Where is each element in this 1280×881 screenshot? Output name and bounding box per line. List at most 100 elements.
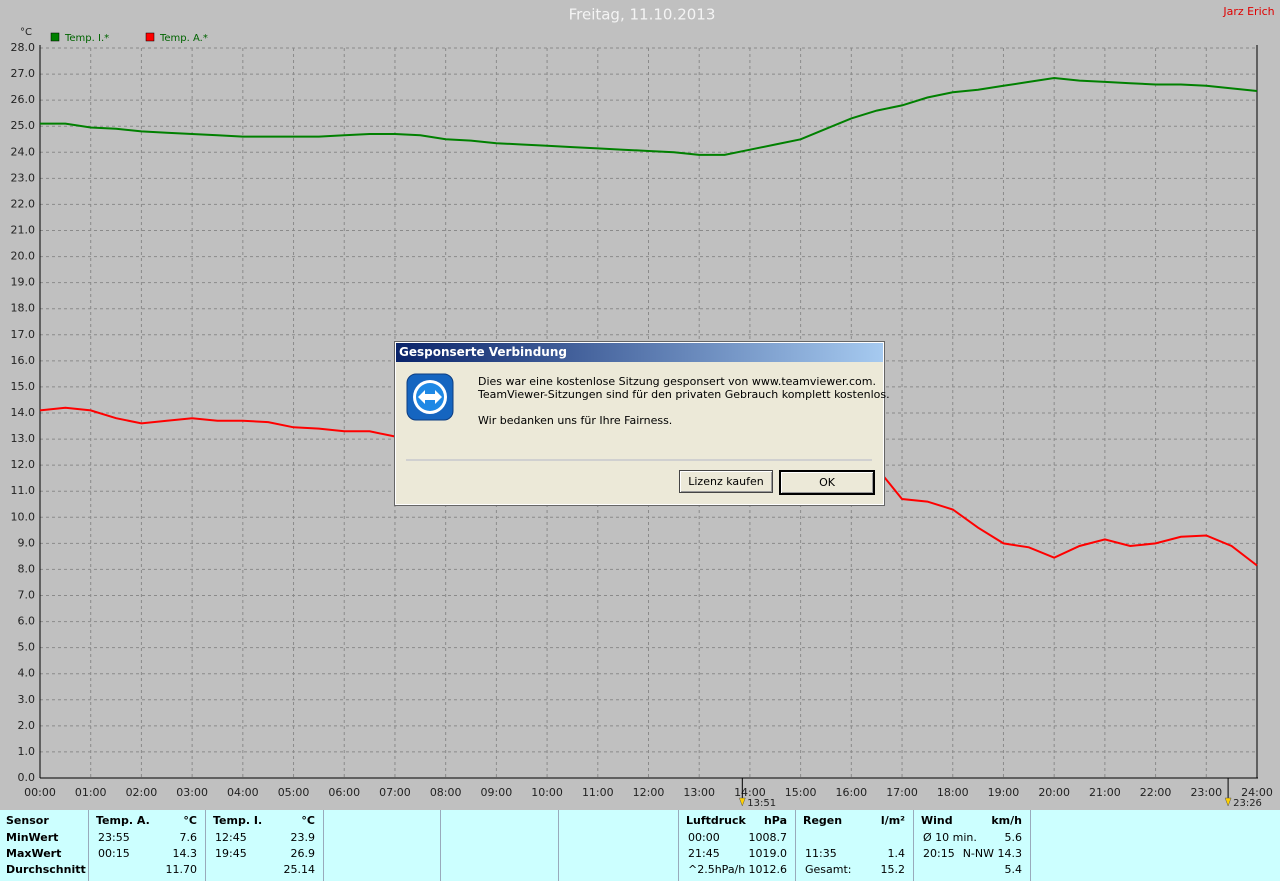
y-tick-label: 23.0 xyxy=(11,171,36,184)
legend-label: Temp. A.* xyxy=(159,33,208,44)
x-tick-label: 02:00 xyxy=(126,786,158,799)
stats-cell: 1.4 xyxy=(887,847,906,860)
x-tick-label: 00:00 xyxy=(24,786,56,799)
y-tick-label: 18.0 xyxy=(11,302,36,315)
y-tick-label: 16.0 xyxy=(11,354,36,367)
stats-table: Sensor MinWert MaxWert Durchschnitt Temp. A.… xyxy=(0,810,1280,881)
stats-cell: 1012.6 xyxy=(748,863,788,876)
x-tick-label: 18:00 xyxy=(937,786,969,799)
dialog-text: Wir bedanken uns für Ihre Fairness. xyxy=(478,414,673,427)
y-tick-label: 11.0 xyxy=(11,484,36,497)
stats-cell: 26.9 xyxy=(290,847,316,860)
buy-license-button[interactable]: Lizenz kaufen xyxy=(679,470,773,493)
stats-header: hPa xyxy=(763,814,787,827)
y-tick-label: 21.0 xyxy=(11,224,36,237)
y-tick-label: 7.0 xyxy=(18,589,36,602)
stats-header: °C xyxy=(301,814,315,827)
y-tick-label: 14.0 xyxy=(11,406,36,419)
y-axis-label: °C xyxy=(20,27,32,38)
stats-cell: 12:45 xyxy=(215,831,247,844)
x-tick-label: 12:00 xyxy=(633,786,665,799)
stats-cell: 20:15 xyxy=(923,847,955,860)
dialog-text: TeamViewer-Sitzungen sind für den privat… xyxy=(478,388,890,401)
y-tick-label: 28.0 xyxy=(11,41,36,54)
x-tick-label: 17:00 xyxy=(886,786,918,799)
y-tick-label: 8.0 xyxy=(18,562,36,575)
stats-cell: MaxWert xyxy=(6,847,62,860)
stats-cell: 23:55 xyxy=(98,831,130,844)
event-icon xyxy=(1224,797,1232,807)
stats-cell: 11:35 xyxy=(805,847,837,860)
y-tick-label: 15.0 xyxy=(11,380,36,393)
stats-cell: 25.14 xyxy=(283,863,316,876)
stats-header: Sensor xyxy=(6,814,49,827)
stats-cell: 00:00 xyxy=(688,831,720,844)
stats-panel: Temp. I. °C 12:45 23.9 19:45 26.9 25.14 xyxy=(207,810,324,881)
event-label: 23:26 xyxy=(1233,798,1262,809)
stats-cell: 5.6 xyxy=(1004,831,1023,844)
x-tick-label: 03:00 xyxy=(176,786,208,799)
series-line xyxy=(40,76,1258,156)
x-tick-label: 04:00 xyxy=(227,786,259,799)
stats-cell: 5.4 xyxy=(1004,863,1023,876)
ok-button[interactable]: OK xyxy=(779,470,875,495)
x-tick-label: 01:00 xyxy=(75,786,107,799)
y-tick-label: 20.0 xyxy=(11,250,36,263)
y-tick-label: 24.0 xyxy=(11,145,36,158)
stats-panel: Wind km/h Ø 10 min. 5.6 20:15 N-NW 14.3 5.4 xyxy=(915,810,1031,881)
stats-cell: 23.9 xyxy=(290,831,316,844)
stats-cell: Durchschnitt xyxy=(6,863,86,876)
stats-cell: ^2.5hPa/h xyxy=(688,863,746,876)
stats-cell: 14.3 xyxy=(172,847,198,860)
stats-header: km/h xyxy=(991,814,1022,827)
x-tick-label: 24:00 xyxy=(1241,786,1273,799)
x-tick-label: 06:00 xyxy=(328,786,360,799)
panel-separator xyxy=(678,810,679,881)
stats-cell: 11.70 xyxy=(165,863,198,876)
legend-swatch xyxy=(50,32,60,42)
y-tick-label: 10.0 xyxy=(11,510,36,523)
dialog-text: Dies war eine kostenlose Sitzung gespons… xyxy=(478,375,876,388)
event-label: 13:51 xyxy=(747,798,776,809)
x-tick-label: 19:00 xyxy=(988,786,1020,799)
stats-header: l/m² xyxy=(880,814,905,827)
y-tick-label: 9.0 xyxy=(18,536,36,549)
y-tick-label: 2.0 xyxy=(18,719,36,732)
y-tick-label: 27.0 xyxy=(11,67,36,80)
y-tick-label: 1.0 xyxy=(18,745,36,758)
y-tick-label: 0.0 xyxy=(18,771,36,784)
x-tick-label: 16:00 xyxy=(835,786,867,799)
y-tick-label: 25.0 xyxy=(11,119,36,132)
stats-cell: 1008.7 xyxy=(748,831,788,844)
stats-cell: 1019.0 xyxy=(748,847,788,860)
stats-cell: 7.6 xyxy=(179,831,198,844)
y-tick-label: 6.0 xyxy=(18,615,36,628)
stats-cell: Ø 10 min. xyxy=(923,831,977,844)
stats-cell: 19:45 xyxy=(215,847,247,860)
stats-panel: Regen l/m² 11:35 1.4 Gesamt: 15.2 xyxy=(797,810,914,881)
y-tick-label: 5.0 xyxy=(18,641,36,654)
stats-cell: MinWert xyxy=(6,831,59,844)
stats-header: Luftdruck xyxy=(686,814,746,827)
stats-header: Temp. I. xyxy=(213,814,263,827)
x-tick-label: 07:00 xyxy=(379,786,411,799)
y-tick-label: 26.0 xyxy=(11,93,36,106)
panel-separator xyxy=(440,810,441,881)
panel-separator xyxy=(558,810,559,881)
x-tick-label: 15:00 xyxy=(785,786,817,799)
stats-header: Regen xyxy=(803,814,843,827)
x-tick-label: 09:00 xyxy=(481,786,513,799)
user-name: Jarz Erich xyxy=(1222,5,1274,18)
stats-header: Wind xyxy=(921,814,953,827)
dialog: Gesponserte Verbindung Dies war eine kos… xyxy=(394,341,890,506)
y-tick-label: 17.0 xyxy=(11,328,36,341)
y-tick-label: 12.0 xyxy=(11,458,36,471)
y-tick-label: 4.0 xyxy=(18,667,36,680)
event-icon xyxy=(738,797,746,807)
y-tick-label: 13.0 xyxy=(11,432,36,445)
stats-cell: Gesamt: xyxy=(805,863,852,876)
progress-bar xyxy=(406,459,872,461)
x-tick-label: 22:00 xyxy=(1140,786,1172,799)
chart-title: Freitag, 11.10.2013 xyxy=(569,6,716,24)
